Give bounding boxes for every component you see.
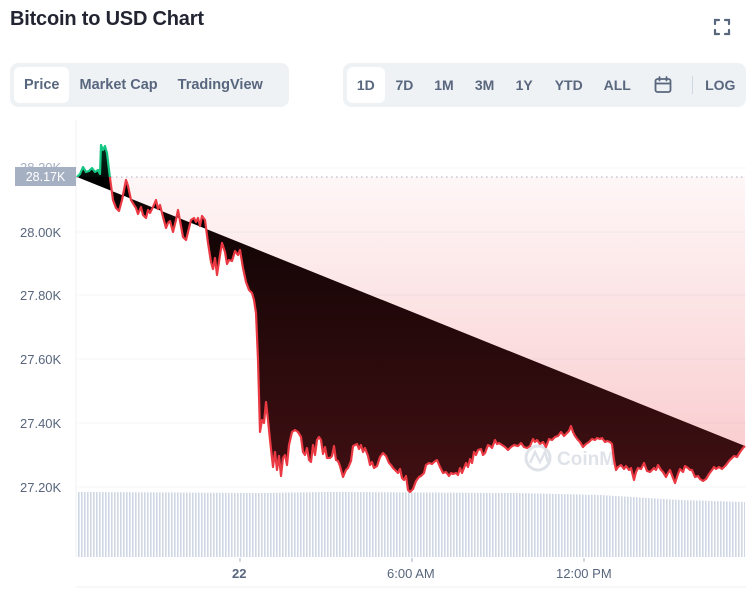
range-1m[interactable]: 1M: [434, 77, 454, 93]
y-tick: 28.00K: [20, 225, 62, 240]
range-3m[interactable]: 3M: [474, 77, 495, 93]
view-tab-group: Price Market Cap TradingView: [10, 63, 289, 107]
log-toggle[interactable]: LOG: [705, 77, 736, 93]
calendar-button[interactable]: [640, 67, 686, 103]
y-tick: 27.60K: [20, 352, 62, 367]
calendar-icon: [654, 76, 672, 93]
y-tick: 27.40K: [20, 416, 62, 431]
range-ytd[interactable]: YTD: [554, 77, 583, 93]
current-price-tag: 28.17K: [15, 167, 76, 186]
fullscreen-icon[interactable]: [712, 17, 732, 37]
page-title: Bitcoin to USD Chart: [10, 8, 204, 30]
range-all[interactable]: ALL: [603, 77, 631, 93]
tab-price[interactable]: Price: [14, 67, 70, 103]
y-tick: 27.20K: [20, 480, 62, 495]
range-tab-group: 1D 7D 1M 3M 1Y YTD ALL LOG: [343, 63, 746, 107]
volume-bars: [77, 492, 745, 557]
y-tick: 27.80K: [20, 288, 62, 303]
x-tick: 22: [232, 566, 247, 581]
price-area-down: [77, 177, 745, 492]
x-tick: 6:00 AM: [387, 566, 435, 581]
tab-market-cap[interactable]: Market Cap: [79, 77, 158, 93]
tab-tradingview[interactable]: TradingView: [177, 77, 263, 93]
range-1y[interactable]: 1Y: [515, 77, 533, 93]
range-7d[interactable]: 7D: [395, 77, 414, 93]
divider: [691, 76, 693, 94]
x-tick: 12:00 PM: [556, 566, 612, 581]
range-1d[interactable]: 1D: [347, 67, 385, 103]
